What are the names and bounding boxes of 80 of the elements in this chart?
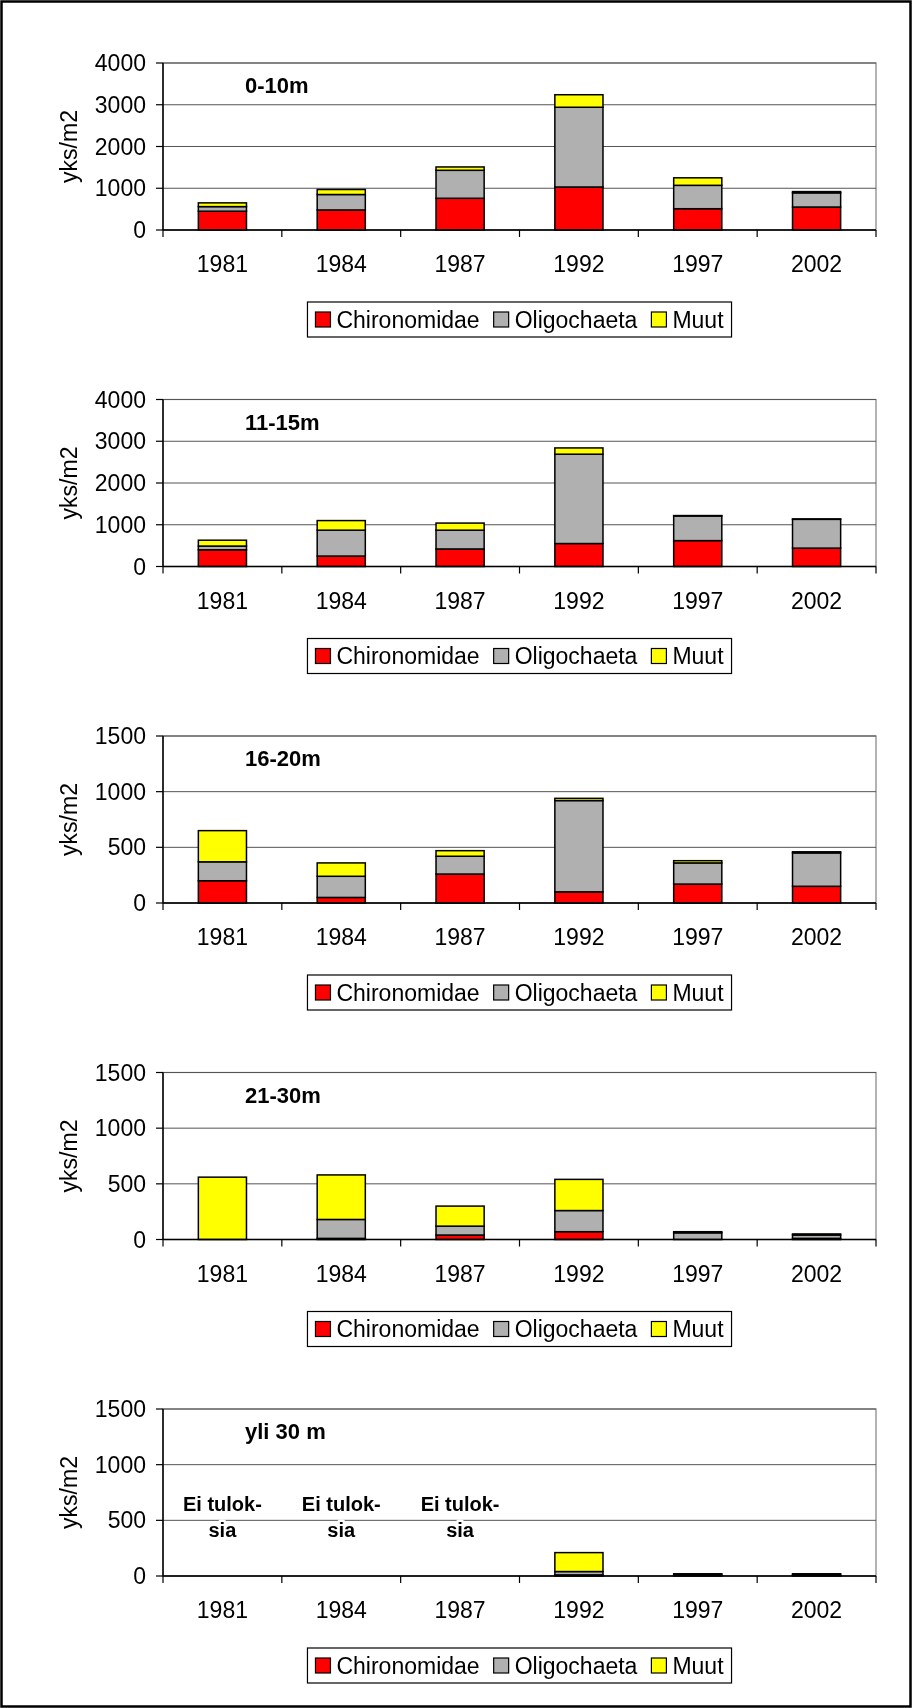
y-tick-label: 0: [133, 890, 146, 916]
x-tick-label: 1981: [196, 587, 248, 614]
legend-label: Oligochaeta: [514, 306, 638, 333]
legend-label: Chironomidae: [336, 643, 480, 669]
legend-label: Oligochaeta: [514, 643, 638, 669]
x-tick-label: 1997: [672, 1597, 724, 1623]
x-tick-label: 1987: [434, 1260, 486, 1287]
y-tick-label: 1500: [94, 1059, 146, 1086]
y-tick-label: 4000: [94, 50, 146, 76]
legend-label: Muut: [672, 979, 725, 1006]
x-tick-label: 1997: [672, 587, 724, 614]
legend-label: Muut: [672, 306, 725, 333]
y-tick-label: 1000: [94, 1115, 146, 1142]
x-tick-label: 1992: [553, 251, 605, 277]
x-tick-label: 1997: [672, 251, 724, 277]
x-tick-label: 1992: [553, 587, 605, 614]
y-tick-label: 2000: [94, 133, 146, 160]
legend-label: Muut: [672, 1316, 725, 1342]
y-tick-label: 1000: [94, 778, 146, 805]
legend-label: Chironomidae: [336, 306, 480, 333]
y-axis-title: yks/m2: [56, 446, 82, 520]
x-tick-label: 1981: [196, 1597, 248, 1623]
x-tick-label: 1984: [315, 1597, 368, 1623]
annotation: Ei tulok- sia: [301, 1492, 381, 1541]
legend-label: Muut: [672, 1652, 725, 1679]
x-tick-label: 1992: [553, 1260, 605, 1287]
text: 11-15m: [245, 409, 320, 435]
y-tick-label: 1500: [94, 723, 146, 749]
legend-label: Oligochaeta: [514, 1652, 638, 1679]
x-tick-label: 1981: [196, 251, 248, 277]
x-tick-label: 2002: [791, 1597, 843, 1623]
y-tick-label: 3000: [94, 428, 146, 455]
text: 16-20m: [245, 746, 321, 771]
x-tick-label: 1981: [196, 924, 248, 950]
y-tick-label: 1000: [94, 511, 146, 538]
x-tick-label: 2002: [791, 587, 843, 614]
annotation: Ei tulok- sia: [420, 1492, 500, 1541]
x-tick-label: 1987: [434, 587, 486, 614]
y-tick-label: 1000: [94, 175, 146, 202]
x-tick-label: 1992: [553, 1597, 605, 1623]
legend-label: Oligochaeta: [514, 979, 638, 1006]
x-tick-label: 2002: [791, 251, 843, 277]
x-tick-label: 1984: [315, 587, 368, 614]
y-tick-label: 500: [107, 1170, 146, 1197]
x-tick-label: 1984: [315, 924, 368, 950]
text: 21-30m: [245, 1082, 321, 1108]
x-tick-label: 1984: [315, 1260, 368, 1287]
y-tick-label: 1500: [94, 1396, 146, 1422]
x-tick-label: 1997: [672, 924, 724, 950]
y-axis-title: yks/m2: [56, 1456, 82, 1529]
x-tick-label: 1992: [553, 924, 605, 950]
legend-label: Chironomidae: [336, 1652, 480, 1679]
y-axis-title: yks/m2: [56, 1119, 82, 1193]
y-tick-label: 500: [107, 1507, 146, 1534]
x-tick-label: 1984: [315, 251, 368, 277]
y-tick-label: 0: [133, 1563, 146, 1589]
y-tick-label: 0: [133, 553, 146, 580]
y-tick-label: 0: [133, 217, 146, 243]
x-tick-label: 2002: [791, 924, 843, 950]
y-tick-label: 4000: [94, 386, 146, 413]
legend-label: Chironomidae: [336, 979, 480, 1006]
x-tick-label: 1987: [434, 251, 486, 277]
x-tick-label: 1987: [434, 924, 486, 950]
y-tick-label: 2000: [94, 470, 146, 496]
x-tick-label: 2002: [791, 1260, 843, 1287]
y-tick-label: 3000: [94, 91, 146, 118]
y-axis-title: yks/m2: [56, 783, 82, 856]
legend-label: Oligochaeta: [514, 1316, 638, 1342]
x-tick-label: 1981: [196, 1260, 248, 1287]
y-tick-label: 500: [107, 834, 146, 861]
legend-label: Chironomidae: [336, 1316, 480, 1342]
x-tick-label: 1997: [672, 1260, 724, 1287]
x-tick-label: 1987: [434, 1597, 486, 1623]
legend-label: Muut: [672, 643, 725, 669]
text: 0-10m: [245, 73, 309, 98]
y-tick-label: 1000: [94, 1451, 146, 1478]
y-tick-label: 0: [133, 1226, 146, 1253]
text: yli 30 m: [245, 1419, 326, 1444]
annotation: Ei tulok- sia: [182, 1492, 262, 1541]
y-axis-title: yks/m2: [56, 110, 82, 183]
